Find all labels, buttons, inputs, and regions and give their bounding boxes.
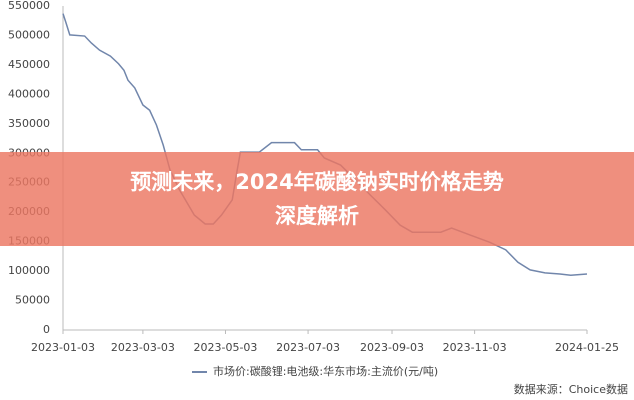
x-tick-label: 2023-09-03: [360, 341, 424, 354]
banner-title: 预测未来，2024年碳酸钠实时价格走势: [130, 170, 503, 194]
legend-label: 市场价:碳酸锂:电池级:华东市场:主流价(元/吨): [213, 364, 438, 378]
y-tick-label: 50000: [15, 294, 50, 307]
x-tick-label: 2023-11-03: [443, 341, 507, 354]
banner-title: 深度解析: [275, 204, 359, 228]
y-tick-label: 0: [43, 323, 50, 336]
x-tick-label: 2024-01-25: [555, 341, 619, 354]
x-tick-label: 2023-07-03: [276, 341, 340, 354]
y-tick-label: 500000: [8, 28, 50, 41]
y-tick-label: 550000: [8, 0, 50, 12]
source: 数据来源：Choice数据: [514, 382, 628, 396]
y-tick-label: 100000: [8, 264, 50, 277]
y-tick-label: 450000: [8, 58, 50, 71]
x-tick-label: 2023-05-03: [194, 341, 258, 354]
y-tick-label: 350000: [8, 117, 50, 130]
x-tick-label: 2023-01-03: [31, 341, 95, 354]
x-tick-label: 2023-03-03: [111, 341, 175, 354]
banner: [0, 152, 634, 246]
y-tick-label: 400000: [8, 87, 50, 100]
